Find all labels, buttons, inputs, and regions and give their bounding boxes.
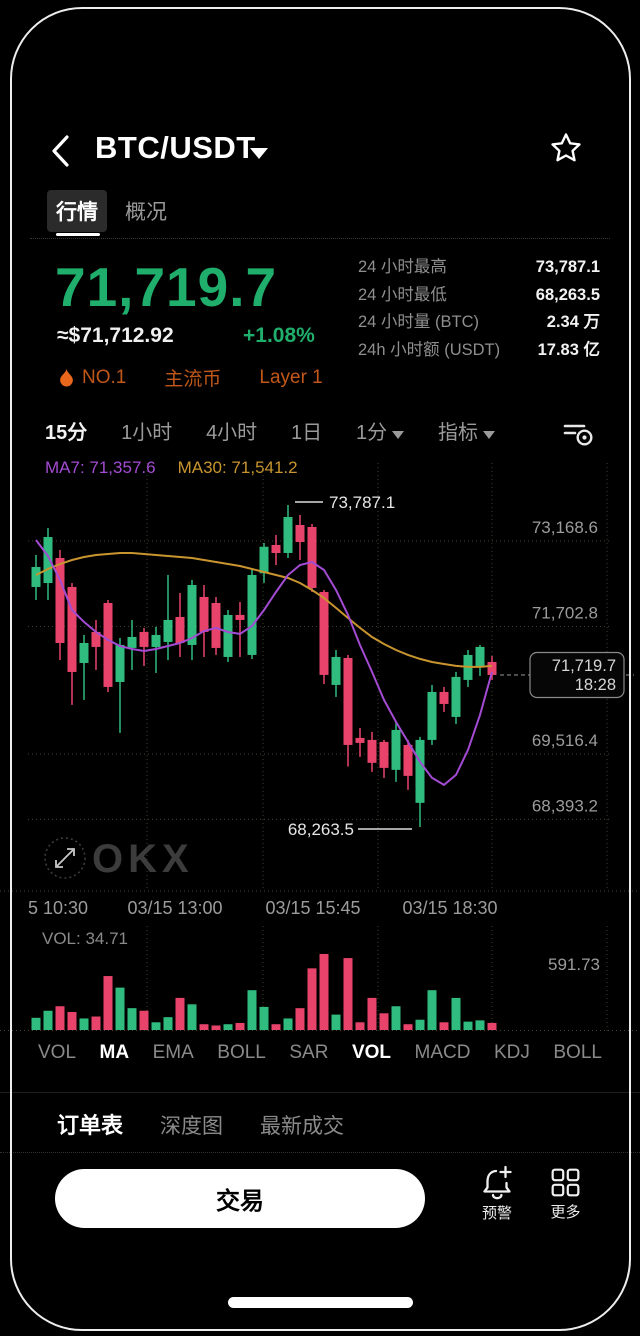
svg-text:73,168.6: 73,168.6 (532, 518, 598, 537)
svg-text:68,393.2: 68,393.2 (532, 796, 598, 815)
stat-row: 24 小时最高 73,787.1 (358, 254, 600, 282)
indicator-macd[interactable]: MACD (414, 1042, 471, 1063)
tab-order-book[interactable]: 订单表 (57, 1113, 124, 1138)
tab-market[interactable]: 行情 (47, 190, 107, 232)
indicator-ma[interactable]: MA (99, 1042, 130, 1063)
badge-rank[interactable]: NO.1 (58, 367, 126, 389)
pair-dropdown-caret-icon[interactable] (250, 148, 268, 159)
fiat-price: ≈$71,712.92 (57, 324, 174, 347)
badge-layer[interactable]: Layer 1 (259, 367, 322, 389)
stat-label: 24 小时最高 (358, 258, 447, 276)
alert-button[interactable]: 预警 (468, 1164, 526, 1223)
home-indicator[interactable] (228, 1297, 413, 1308)
last-price: 71,719.7 (55, 256, 278, 318)
star-icon (551, 133, 581, 162)
stat-row: 24 小时量 (BTC) 2.34 万 (358, 309, 600, 337)
indicator-ema[interactable]: EMA (152, 1042, 194, 1063)
grid-icon (551, 1168, 580, 1197)
divider (0, 1152, 640, 1153)
timeframe-4h[interactable]: 4小时 (206, 422, 258, 444)
indicator-vol-sub[interactable]: VOL (351, 1042, 392, 1063)
svg-text:18:28: 18:28 (575, 676, 616, 694)
ma7-value: MA7: 71,357.6 (45, 458, 156, 477)
volume-chart[interactable]: VOL: 34.71 591.73 (0, 926, 640, 1038)
ma-labels: MA7: 71,357.6 MA30: 71,541.2 (45, 458, 298, 478)
svg-text:03/15 18:30: 03/15 18:30 (402, 898, 497, 918)
svg-text:03/15 15:45: 03/15 15:45 (265, 898, 360, 918)
stat-label: 24 小时量 (BTC) (358, 313, 480, 331)
caret-down-icon (392, 431, 405, 439)
badge-label: Layer 1 (259, 366, 323, 388)
divider (0, 1092, 640, 1093)
timeframe-1d[interactable]: 1日 (291, 422, 323, 444)
timeframe-more-label: 1分 (356, 422, 388, 444)
panel-tab-bar: 订单表 深度图 最新成交 (57, 1108, 344, 1140)
stat-value: 68,263.5 (535, 285, 600, 304)
tab-overview[interactable]: 概况 (125, 201, 167, 224)
svg-text:71,702.8: 71,702.8 (532, 603, 598, 622)
stat-value: 73,787.1 (535, 258, 600, 276)
svg-text:71,719.7: 71,719.7 (552, 657, 616, 675)
flame-icon (60, 367, 73, 386)
stat-label: 24h 小时额 (USDT) (358, 340, 501, 359)
indicator-tab-bar: VOL MA EMA BOLL SAR VOL MACD KDJ BOLL (38, 1042, 602, 1064)
ma30-value: MA30: 71,541.2 (177, 458, 298, 477)
svg-text:03/15 13:00: 03/15 13:00 (127, 898, 222, 918)
badge-category[interactable]: 主流币 (164, 364, 221, 391)
svg-text:5 10:30: 5 10:30 (28, 898, 88, 918)
timeframe-15m[interactable]: 15分 (45, 422, 88, 444)
stat-row: 24 小时最低 68,263.5 (358, 282, 600, 310)
svg-text:591.73: 591.73 (548, 955, 600, 974)
caret-down-icon (482, 431, 495, 439)
svg-text:68,263.5: 68,263.5 (288, 820, 354, 839)
trade-button[interactable]: 交易 (55, 1169, 425, 1228)
stat-value: 2.34 万 (546, 313, 600, 331)
alert-label: 预警 (481, 1205, 512, 1222)
back-button[interactable] (48, 132, 74, 170)
candlestick-chart[interactable]: 73,168.6 71,702.8 69,516.4 68,393.2 OKX 73,78… (0, 455, 640, 925)
active-tab-underline (56, 233, 100, 236)
timeframe-1h[interactable]: 1小时 (121, 422, 173, 444)
change-percent: +1.08% (243, 324, 315, 347)
divider (30, 238, 610, 239)
bell-plus-icon (483, 1165, 512, 1200)
indicator-menu[interactable]: 指标 (438, 416, 495, 445)
more-label: 更多 (550, 1204, 581, 1221)
more-button[interactable]: 更多 (538, 1166, 593, 1222)
indicator-vol-main[interactable]: VOL (38, 1042, 77, 1063)
stat-value: 17.83 亿 (537, 340, 600, 359)
badge-row: NO.1 主流币 Layer 1 (58, 364, 323, 391)
tab-depth-chart[interactable]: 深度图 (160, 1115, 224, 1138)
indicator-sar[interactable]: SAR (289, 1042, 329, 1063)
chart-settings-button[interactable] (560, 418, 598, 450)
favorite-button[interactable] (549, 131, 583, 165)
svg-text:69,516.4: 69,516.4 (532, 731, 598, 750)
market-stats: 24 小时最高 73,787.1 24 小时最低 68,263.5 24 小时量… (358, 254, 600, 364)
stat-row: 24h 小时额 (USDT) 17.83 亿 (358, 337, 600, 365)
timeframe-more[interactable]: 1分 (356, 416, 405, 445)
svg-text:OKX: OKX (92, 837, 194, 881)
indicator-kdj[interactable]: KDJ (493, 1042, 530, 1063)
svg-text:VOL: 34.71: VOL: 34.71 (42, 929, 128, 948)
pair-title[interactable]: BTC/USDT (95, 130, 256, 165)
indicator-boll2[interactable]: BOLL (553, 1042, 602, 1063)
svg-text:73,787.1: 73,787.1 (329, 493, 395, 512)
chevron-left-icon (52, 135, 69, 167)
stat-label: 24 小时最低 (358, 285, 447, 304)
badge-label: 主流币 (164, 369, 222, 390)
chart-settings-icon (563, 424, 593, 446)
indicator-menu-label: 指标 (437, 422, 478, 444)
indicator-boll[interactable]: BOLL (217, 1042, 266, 1063)
tab-latest-trades[interactable]: 最新成交 (260, 1115, 345, 1138)
timeframe-bar: 15分 1小时 4小时 1日 1分 指标 (45, 416, 495, 445)
badge-label: NO.1 (82, 366, 127, 388)
